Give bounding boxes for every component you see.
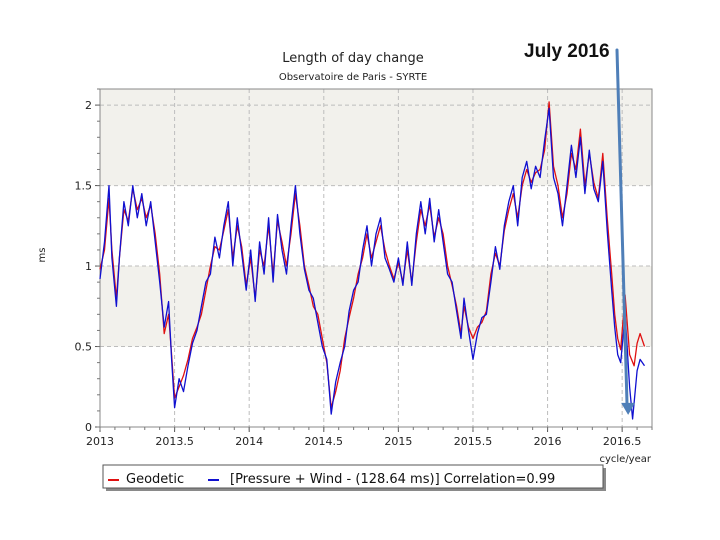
y-axis-label: ms xyxy=(37,248,48,263)
plot-frame xyxy=(99,88,653,428)
x-tick-label: 2013.5 xyxy=(155,435,194,448)
x-axis-label: cycle/year xyxy=(599,454,651,465)
chart-subtitle: Observatoire de Paris - SYRTE xyxy=(279,72,427,83)
x-tick-label: 2014.5 xyxy=(305,435,344,448)
x-tick-label: 2015 xyxy=(384,435,412,448)
annotation-label: July 2016 xyxy=(524,41,610,62)
x-tick-label: 2014 xyxy=(235,435,263,448)
series-layer xyxy=(99,101,646,420)
y-tick-label: 0 xyxy=(85,421,92,434)
annotation-arrowhead xyxy=(621,402,636,415)
y-tick-label: 1 xyxy=(85,260,92,273)
x-tick-label: 2015.5 xyxy=(454,435,493,448)
background-band xyxy=(100,266,652,347)
chart-title: Length of day change xyxy=(282,51,424,66)
x-tick-label: 2016 xyxy=(534,435,562,448)
x-tick-label: 2013 xyxy=(86,435,114,448)
background-band xyxy=(100,105,652,186)
legend-label-geodetic: Geodetic xyxy=(126,472,184,487)
plot-bands xyxy=(100,89,652,347)
x-tick-label: 2016.5 xyxy=(603,435,642,448)
annotation-arrow xyxy=(615,48,629,409)
y-tick-label: 0.5 xyxy=(75,341,93,354)
y-tick-label: 1.5 xyxy=(75,180,93,193)
series-line-pressure-wind xyxy=(99,107,646,420)
axis-ticks: 2013 2013.5 2014 2014.5 2015 2015.5 2016 2016.5… xyxy=(75,88,653,448)
background-band xyxy=(100,89,652,106)
legend-label-pressure-wind: [Pressure + Wind - (128.64 ms)] Correlat… xyxy=(230,472,555,487)
y-tick-label: 2 xyxy=(85,99,92,112)
legend: Geodetic [Pressure + Wind - (128.64 ms)]… xyxy=(102,464,606,491)
